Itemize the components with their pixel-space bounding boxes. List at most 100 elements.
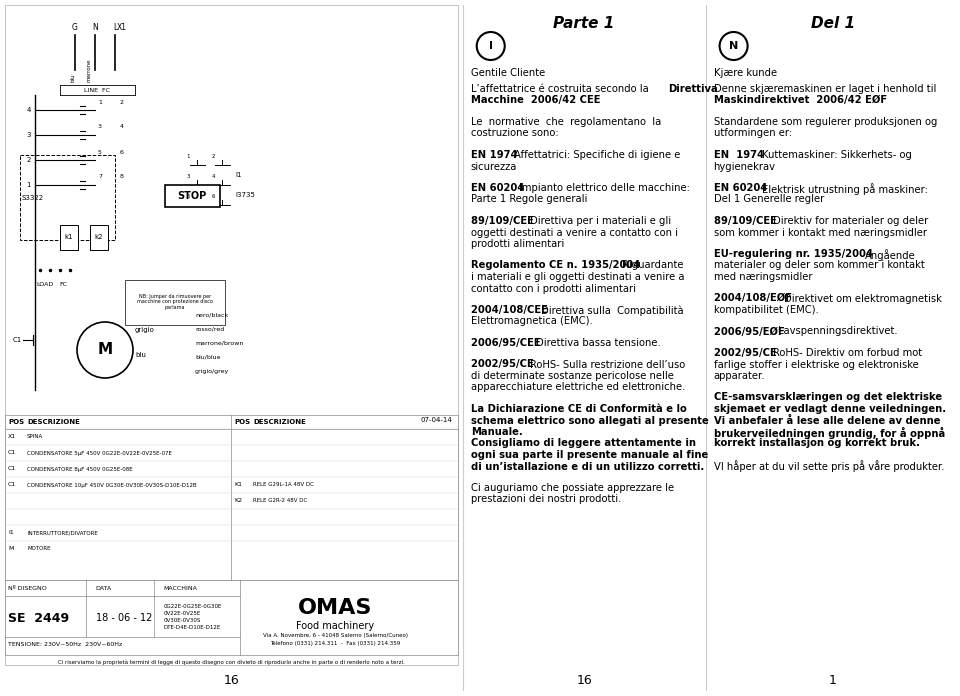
Text: MOTORE: MOTORE <box>27 546 51 551</box>
Text: som kommer i kontakt med næringsmidler: som kommer i kontakt med næringsmidler <box>713 228 926 237</box>
Text: I: I <box>489 41 492 51</box>
Text: Elettromagnetica (EMC).: Elettromagnetica (EMC). <box>470 317 592 326</box>
Text: C1: C1 <box>13 337 22 343</box>
Text: sicurezza: sicurezza <box>470 161 517 171</box>
Text: 2: 2 <box>211 155 215 159</box>
Bar <box>90 225 108 250</box>
Text: VI håper at du vil sette pris på våre produkter.: VI håper at du vil sette pris på våre pr… <box>713 460 944 472</box>
Text: MACCHINA: MACCHINA <box>163 585 198 590</box>
Text: RoHS- Sulla restrizione dell’uso: RoHS- Sulla restrizione dell’uso <box>530 360 685 370</box>
Text: 4: 4 <box>27 107 31 113</box>
Text: Direktivet om elektromagnetisk: Direktivet om elektromagnetisk <box>783 294 942 303</box>
Text: X1: X1 <box>117 23 127 32</box>
Text: RELE G2R-2 48V DC: RELE G2R-2 48V DC <box>253 498 307 503</box>
Text: M: M <box>8 546 13 551</box>
Text: X1: X1 <box>8 434 16 439</box>
Text: Affettatrici: Specifiche di igiene e: Affettatrici: Specifiche di igiene e <box>514 150 681 160</box>
Text: Telefono (0331) 214.311  -  Fax (0331) 214.359: Telefono (0331) 214.311 - Fax (0331) 214… <box>271 642 400 647</box>
Text: I3735: I3735 <box>235 192 254 198</box>
Text: farlige stoffer i elektriske og elektroniske: farlige stoffer i elektriske og elektron… <box>713 360 919 370</box>
Text: rosso/red: rosso/red <box>195 326 225 331</box>
Text: 3: 3 <box>98 125 102 129</box>
Text: 5: 5 <box>186 194 190 200</box>
Text: 89/109/CEE: 89/109/CEE <box>470 216 537 226</box>
Text: k2: k2 <box>95 234 104 240</box>
Text: Del 1: Del 1 <box>811 16 854 31</box>
Text: SE  2449: SE 2449 <box>8 612 69 624</box>
Text: Standardene som regulerer produksjonen og: Standardene som regulerer produksjonen o… <box>713 117 937 127</box>
Text: G: G <box>72 23 78 32</box>
Text: Nº DISEGNO: Nº DISEGNO <box>8 585 47 590</box>
Text: TENSIONE: 230V~50Hz  230V~60Hz: TENSIONE: 230V~50Hz 230V~60Hz <box>8 642 122 647</box>
Text: di determinate sostanze pericolose nelle: di determinate sostanze pericolose nelle <box>470 371 674 381</box>
Text: i materiali e gli oggetti destinati a venire a: i materiali e gli oggetti destinati a ve… <box>470 272 684 282</box>
Text: 6: 6 <box>120 150 124 155</box>
Text: prodotti alimentari: prodotti alimentari <box>470 239 564 249</box>
Text: Direktiv for materialer og deler: Direktiv for materialer og deler <box>773 216 928 226</box>
Text: 4: 4 <box>120 125 124 129</box>
Text: 4: 4 <box>211 175 215 180</box>
Text: Direttiva per i materiali e gli: Direttiva per i materiali e gli <box>530 216 671 226</box>
Text: grigio/grey: grigio/grey <box>195 368 229 374</box>
Text: INTERRUTTORE/DIVATORE: INTERRUTTORE/DIVATORE <box>27 530 98 535</box>
Bar <box>5 415 458 580</box>
Text: 8: 8 <box>120 175 124 180</box>
Text: k1: k1 <box>64 234 73 240</box>
Text: Consigliamo di leggere attentamente in: Consigliamo di leggere attentamente in <box>470 438 696 448</box>
Text: EU-regulering nr. 1935/2004: EU-regulering nr. 1935/2004 <box>713 249 876 259</box>
Text: DATA: DATA <box>96 585 111 590</box>
Text: C1: C1 <box>8 450 16 455</box>
Text: contatto con i prodotti alimentari: contatto con i prodotti alimentari <box>470 283 636 294</box>
Text: costruzione sono:: costruzione sono: <box>470 129 559 139</box>
Text: 1: 1 <box>186 155 190 159</box>
Bar <box>20 155 115 240</box>
Text: STOP: STOP <box>178 191 206 201</box>
Text: Food machinery: Food machinery <box>297 621 374 631</box>
Text: 2006/95/EØF: 2006/95/EØF <box>713 326 788 336</box>
Text: C1: C1 <box>8 482 16 487</box>
Text: Macchine  2006/42 CEE: Macchine 2006/42 CEE <box>470 95 600 106</box>
Text: SPINA: SPINA <box>27 434 43 439</box>
Text: 0G22E-0G25E-0G30E
0V22E-0V25E
0V30E-0V30S
DTE-D4E-D10E-D12E: 0G22E-0G25E-0G30E 0V22E-0V25E 0V30E-0V30… <box>163 604 222 630</box>
Text: C1: C1 <box>8 466 16 471</box>
Text: ogni sua parte il presente manuale al fine: ogni sua parte il presente manuale al fi… <box>470 450 708 460</box>
Text: 1: 1 <box>98 100 102 104</box>
Text: 3: 3 <box>186 175 190 180</box>
Text: N: N <box>92 23 98 32</box>
Text: 2002/95/CE: 2002/95/CE <box>470 360 537 370</box>
Text: EN 60204: EN 60204 <box>713 183 771 193</box>
Text: Del 1 Generelle regler: Del 1 Generelle regler <box>713 194 824 205</box>
Text: Elektrisk utrustning på maskiner:: Elektrisk utrustning på maskiner: <box>762 183 928 195</box>
Bar <box>165 185 220 207</box>
Text: 7: 7 <box>98 175 102 180</box>
Text: Direttiva: Direttiva <box>668 84 717 94</box>
Text: La Dichiarazione CE di Conformità e lo: La Dichiarazione CE di Conformità e lo <box>470 404 686 414</box>
Text: 16: 16 <box>576 674 592 686</box>
Text: NB: Jumper da rimuovere per
macchine con protezione disco
parlama: NB: Jumper da rimuovere per macchine con… <box>137 294 213 310</box>
Text: CONDENSATORE 5µF 450V 0G22E-0V22E-0V25E-07E: CONDENSATORE 5µF 450V 0G22E-0V22E-0V25E-… <box>27 450 172 455</box>
Text: hygienekrav: hygienekrav <box>713 161 776 171</box>
Text: apparater.: apparater. <box>713 371 765 381</box>
Text: blu: blu <box>135 352 146 358</box>
Text: 2006/95/CEE: 2006/95/CEE <box>470 338 544 348</box>
Text: Impianto elettrico delle macchine:: Impianto elettrico delle macchine: <box>519 183 690 193</box>
Text: Direttiva bassa tensione.: Direttiva bassa tensione. <box>536 338 660 348</box>
Text: Vi anbefaler å lese alle delene av denne: Vi anbefaler å lese alle delene av denne <box>713 416 940 425</box>
Text: EN 60204: EN 60204 <box>470 183 528 193</box>
Text: Regolamento CE n. 1935/2004: Regolamento CE n. 1935/2004 <box>470 260 643 271</box>
Text: Parte 1: Parte 1 <box>554 16 614 31</box>
Text: utformingen er:: utformingen er: <box>713 129 792 139</box>
Text: schema elettrico sono allegati al presente: schema elettrico sono allegati al presen… <box>470 416 708 425</box>
Text: CE-samsvarsklæringen og det elektriske: CE-samsvarsklæringen og det elektriske <box>713 393 942 402</box>
Text: EN  1974: EN 1974 <box>713 150 767 160</box>
Text: di un’istallazione e di un utilizzo corretti.: di un’istallazione e di un utilizzo corr… <box>470 461 704 471</box>
Text: FC: FC <box>59 283 67 287</box>
Text: POS: POS <box>8 419 24 425</box>
Text: korrekt installasjon og korrekt bruk.: korrekt installasjon og korrekt bruk. <box>713 438 920 448</box>
Text: DESCRIZIONE: DESCRIZIONE <box>27 419 80 425</box>
Text: K2: K2 <box>234 498 243 503</box>
Text: Gentile Cliente: Gentile Cliente <box>470 68 545 78</box>
Text: Manuale.: Manuale. <box>470 427 522 437</box>
Text: EN 1974: EN 1974 <box>470 150 521 160</box>
Text: Lavspenningsdirektivet.: Lavspenningsdirektivet. <box>779 326 898 336</box>
